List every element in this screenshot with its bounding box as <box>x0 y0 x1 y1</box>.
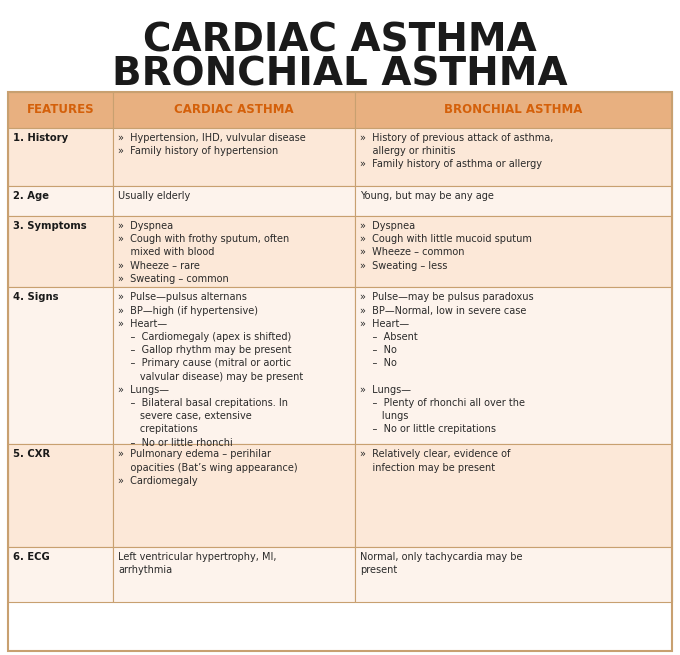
Text: »  Pulse—pulsus alternans
»  BP—high (if hypertensive)
»  Heart—
    –  Cardiome: » Pulse—pulsus alternans » BP—high (if h… <box>118 292 303 447</box>
Bar <box>8 445 113 547</box>
Text: »  Relatively clear, evidence of
    infection may be present: » Relatively clear, evidence of infectio… <box>360 449 511 473</box>
Bar <box>113 547 355 601</box>
Bar <box>8 128 113 186</box>
Bar <box>355 186 672 216</box>
Text: 4. Signs: 4. Signs <box>13 292 58 303</box>
Bar <box>113 288 355 445</box>
Bar <box>8 216 113 288</box>
Text: »  Pulmonary edema – perihilar
    opacities (Bat’s wing appearance)
»  Cardiome: » Pulmonary edema – perihilar opacities … <box>118 449 298 486</box>
Bar <box>113 186 355 216</box>
Bar <box>8 547 113 601</box>
Text: BRONCHIAL ASTHMA: BRONCHIAL ASTHMA <box>112 56 568 94</box>
Text: Left ventricular hypertrophy, MI,
arrhythmia: Left ventricular hypertrophy, MI, arrhyt… <box>118 552 276 575</box>
Bar <box>113 128 355 186</box>
Text: 3. Symptoms: 3. Symptoms <box>13 221 86 231</box>
Bar <box>355 216 672 288</box>
Text: FEATURES: FEATURES <box>27 103 95 117</box>
Text: CARDIAC ASTHMA: CARDIAC ASTHMA <box>143 22 537 60</box>
Text: 1. History: 1. History <box>13 133 68 143</box>
Bar <box>8 288 113 445</box>
Bar <box>355 547 672 601</box>
Text: »  Dyspnea
»  Cough with frothy sputum, often
    mixed with blood
»  Wheeze – r: » Dyspnea » Cough with frothy sputum, of… <box>118 221 289 284</box>
Text: BRONCHIAL ASTHMA: BRONCHIAL ASTHMA <box>445 103 583 117</box>
Text: Normal, only tachycardia may be
present: Normal, only tachycardia may be present <box>360 552 523 575</box>
Text: »  History of previous attack of asthma,
    allergy or rhinitis
»  Family histo: » History of previous attack of asthma, … <box>360 133 554 169</box>
Text: Young, but may be any age: Young, but may be any age <box>360 191 494 200</box>
Bar <box>113 92 355 128</box>
Bar <box>355 92 672 128</box>
Text: »  Hypertension, IHD, vulvular disease
»  Family history of hypertension: » Hypertension, IHD, vulvular disease » … <box>118 133 306 156</box>
Text: CARDIAC ASTHMA: CARDIAC ASTHMA <box>174 103 294 117</box>
Bar <box>355 288 672 445</box>
Bar <box>355 128 672 186</box>
Text: 5. CXR: 5. CXR <box>13 449 50 459</box>
Bar <box>8 186 113 216</box>
Bar <box>113 216 355 288</box>
Text: »  Pulse—may be pulsus paradoxus
»  BP—Normal, low in severe case
»  Heart—
    : » Pulse—may be pulsus paradoxus » BP—Nor… <box>360 292 534 434</box>
Bar <box>355 445 672 547</box>
Text: Usually elderly: Usually elderly <box>118 191 190 200</box>
Text: 2. Age: 2. Age <box>13 191 49 200</box>
Text: 6. ECG: 6. ECG <box>13 552 50 562</box>
Bar <box>113 445 355 547</box>
Bar <box>8 92 672 651</box>
Bar <box>8 92 113 128</box>
Text: »  Dyspnea
»  Cough with little mucoid sputum
»  Wheeze – common
»  Sweating – l: » Dyspnea » Cough with little mucoid spu… <box>360 221 532 271</box>
